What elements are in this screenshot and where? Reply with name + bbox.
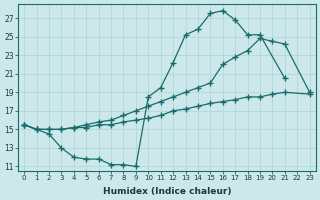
X-axis label: Humidex (Indice chaleur): Humidex (Indice chaleur) [103,187,231,196]
